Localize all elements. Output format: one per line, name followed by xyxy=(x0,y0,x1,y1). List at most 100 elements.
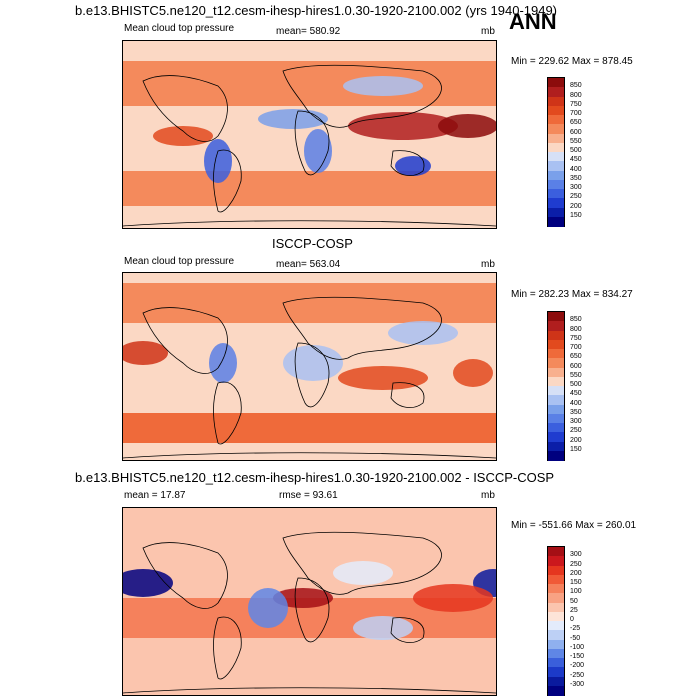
colorbar-cell xyxy=(548,667,564,677)
colorbar-tick-label: 250 xyxy=(570,193,582,201)
panel2-minmax: Min = 282.23 Max = 834.27 xyxy=(511,289,633,300)
colorbar-cell xyxy=(548,432,564,442)
colorbar-tick-label: 550 xyxy=(570,137,582,145)
panel2-colorbar: 850 800 750 700 650 600 550 500 450 400 350 300 250 2… xyxy=(547,311,582,461)
colorbar-tick-label: 450 xyxy=(570,390,582,398)
colorbar-tick-label: -300 xyxy=(570,680,585,688)
colorbar-cell xyxy=(548,547,564,557)
colorbar-cell xyxy=(548,216,564,227)
panel3-map xyxy=(122,507,497,696)
colorbar-cell xyxy=(548,574,564,585)
colorbar-tick-label: 25 xyxy=(570,606,578,614)
colorbar-cell xyxy=(548,413,564,424)
colorbar-cell xyxy=(548,170,564,181)
coastline xyxy=(123,687,496,694)
coastline xyxy=(282,64,442,128)
colorbar-tick-label: 150 xyxy=(570,445,582,453)
colorbar-cell xyxy=(548,565,564,576)
panel2-mean-label: mean= 563.04 xyxy=(276,259,341,270)
coastline xyxy=(282,296,442,360)
colorbar-tick-label: -150 xyxy=(570,653,585,660)
map-field-patch xyxy=(209,343,237,383)
coastline xyxy=(213,616,242,680)
colorbar-cell xyxy=(548,161,564,171)
colorbar-cell xyxy=(548,450,564,461)
panel3-rmse-label: rmse = 93.61 xyxy=(279,490,338,501)
colorbar-cell xyxy=(548,593,564,603)
map-field-patch xyxy=(304,129,332,173)
colorbar-tick-label: 200 xyxy=(570,202,582,210)
map-field-patch xyxy=(123,569,173,597)
map-field-patch xyxy=(338,366,428,390)
map-field-band xyxy=(123,413,496,443)
colorbar-cell xyxy=(548,339,564,350)
map-field-patch xyxy=(388,321,458,345)
colorbar-cell xyxy=(548,556,564,566)
colorbar-cell xyxy=(548,142,564,153)
coastline xyxy=(282,531,442,595)
colorbar-cell xyxy=(548,152,564,162)
colorbar-cell xyxy=(548,349,564,359)
panel3-unit-label: mb xyxy=(481,490,495,501)
map-field-patch xyxy=(248,588,288,628)
colorbar-cell xyxy=(548,105,564,116)
colorbar-cell xyxy=(548,676,564,687)
colorbar-cell xyxy=(548,648,564,659)
colorbar-tick-label: -250 xyxy=(570,671,585,679)
colorbar-cell xyxy=(548,358,564,368)
colorbar-cell xyxy=(548,133,564,144)
panel3-case-title: b.e13.BHISTC5.ne120_t12.cesm-ihesp-hires… xyxy=(75,470,555,485)
map-field-band xyxy=(123,61,496,106)
panel1-case-title: b.e13.BHISTC5.ne120_t12.cesm-ihesp-hires… xyxy=(75,3,558,18)
colorbar-tick-label: 600 xyxy=(570,362,582,370)
panel1-map-svg xyxy=(123,41,496,228)
season-label: ANN xyxy=(509,9,557,34)
colorbar-cell xyxy=(548,124,564,134)
map-field-patch xyxy=(283,345,343,381)
coastline xyxy=(294,110,330,176)
colorbar-tick-label: 850 xyxy=(570,82,582,90)
colorbar-tick-label: 450 xyxy=(570,156,582,164)
coastline xyxy=(123,220,496,227)
panel1-colorbar: 850 800 750 700 650 600 550 500 450 400 350 300 250 2… xyxy=(547,77,582,227)
coastline xyxy=(123,452,496,459)
map-field-patch xyxy=(453,359,493,387)
colorbar-cell xyxy=(548,423,564,433)
colorbar-tick-label: 250 xyxy=(570,427,582,435)
colorbar-cell xyxy=(548,404,564,415)
colorbar-tick-label: 300 xyxy=(570,184,582,191)
colorbar-cell xyxy=(548,376,564,387)
colorbar-cell xyxy=(548,685,564,696)
colorbar-tick-label: 800 xyxy=(570,91,582,99)
map-field-patch xyxy=(153,126,213,146)
colorbar-cell xyxy=(548,87,564,97)
panel3-mean-label: mean = 17.87 xyxy=(124,490,186,501)
colorbar-tick-label: 700 xyxy=(570,110,582,117)
colorbar-tick-label: 400 xyxy=(570,399,582,407)
colorbar-cell xyxy=(548,78,564,88)
colorbar-cell xyxy=(548,321,564,331)
colorbar-tick-label: 800 xyxy=(570,325,582,333)
map-field-patch xyxy=(343,76,423,96)
map-field-band xyxy=(123,283,496,323)
colorbar-tick-label: 550 xyxy=(570,371,582,379)
map-field-patch xyxy=(273,588,333,608)
colorbar-tick-label: -100 xyxy=(570,643,585,651)
colorbar-cell xyxy=(548,179,564,190)
colorbar-cell xyxy=(548,312,564,322)
colorbar-tick-label: 250 xyxy=(570,560,582,568)
panel2-title: ISCCP-COSP xyxy=(272,236,353,251)
colorbar-cell xyxy=(548,386,564,396)
colorbar-cell xyxy=(548,96,564,107)
panel2-variable-label: Mean cloud top pressure xyxy=(124,256,235,267)
colorbar-cell xyxy=(548,639,564,650)
colorbar-tick-label: 300 xyxy=(570,551,582,559)
coastline xyxy=(390,150,425,176)
colorbar-tick-label: 500 xyxy=(570,147,582,154)
coastline xyxy=(142,75,228,142)
colorbar-cell xyxy=(548,115,564,125)
map-field-patch xyxy=(395,156,431,176)
map-field-band xyxy=(123,171,496,206)
colorbar-tick-label: -200 xyxy=(570,662,585,670)
colorbar-cell xyxy=(548,611,564,622)
